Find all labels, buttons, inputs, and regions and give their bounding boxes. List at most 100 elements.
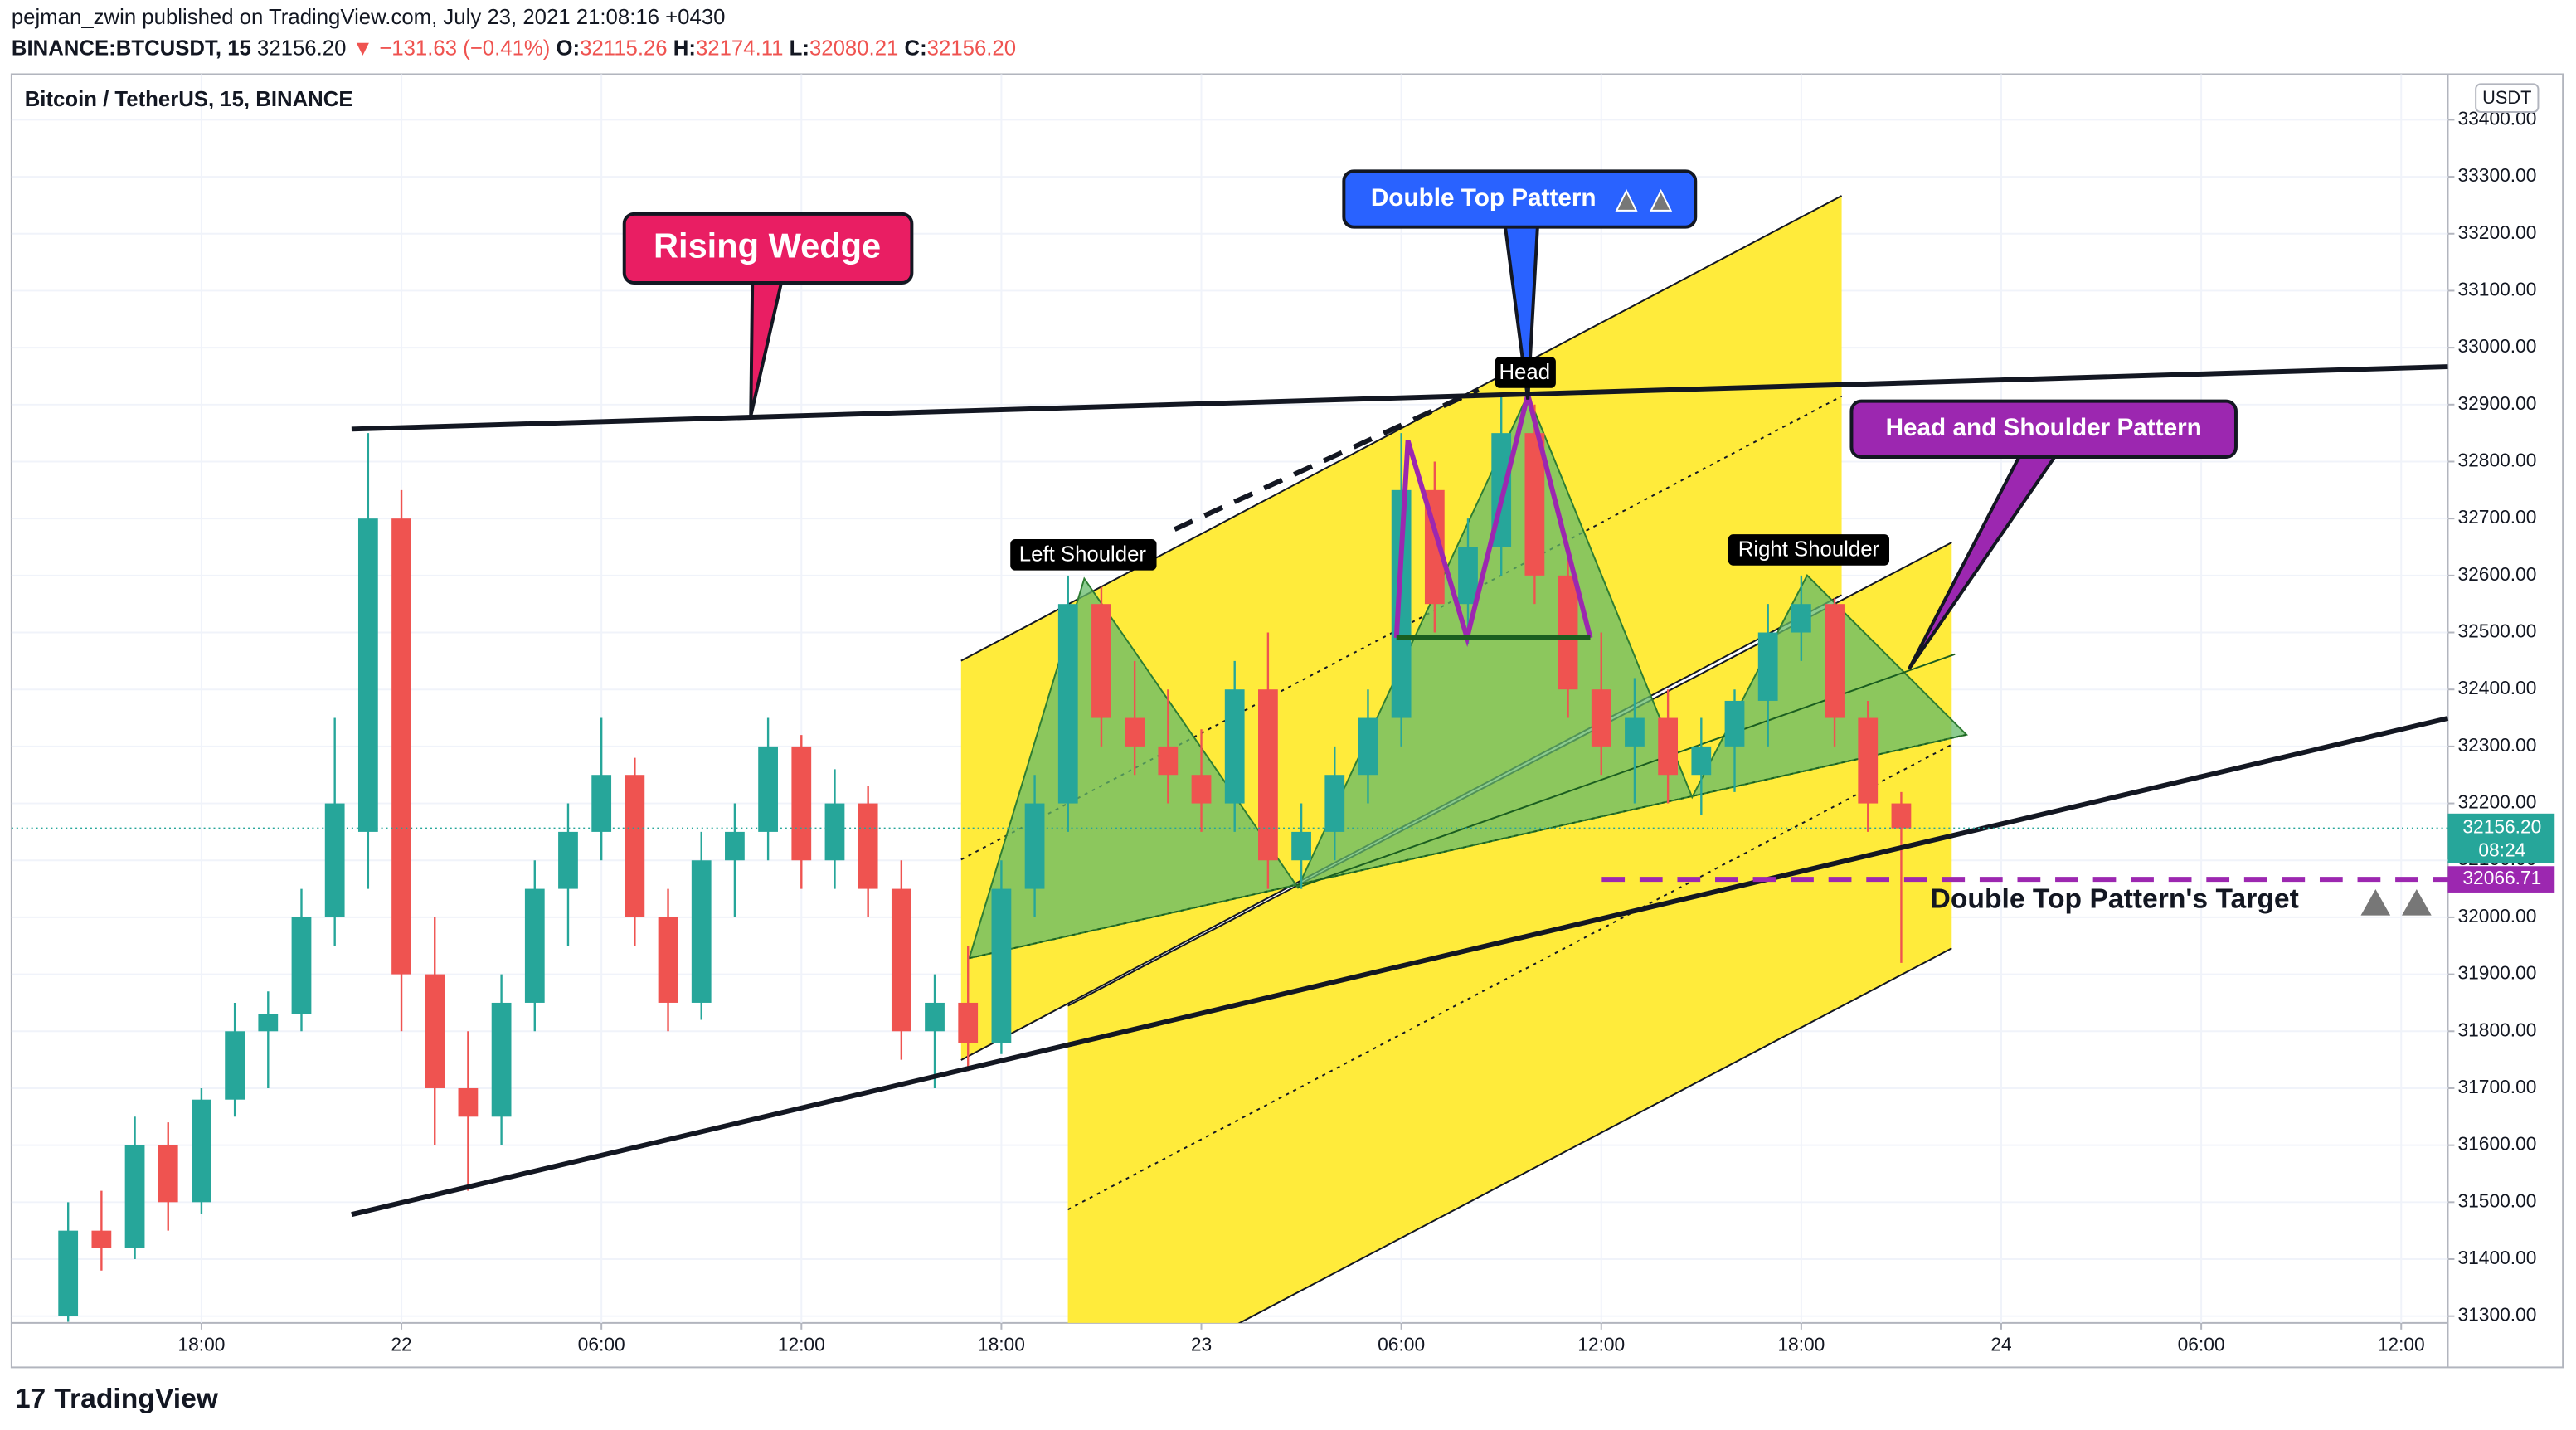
callout xyxy=(622,212,914,285)
candle-body xyxy=(1091,604,1111,718)
brand: TradingView xyxy=(54,1384,218,1414)
x-tick-label: 12:00 xyxy=(1577,1334,1625,1355)
close: 32156.20 xyxy=(927,37,1016,61)
y-tick-label: 32400.00 xyxy=(2457,677,2536,698)
y-tick-label: 33000.00 xyxy=(2457,335,2536,357)
candle-body xyxy=(1024,803,1045,889)
candle-body xyxy=(425,974,445,1088)
target-box xyxy=(2447,866,2555,893)
drawings-over: Rising Wedge Double Top Pattern Head and… xyxy=(351,169,2449,1218)
chart-title: Bitcoin / TetherUS, 15, BINANCE xyxy=(25,88,353,111)
y-tick-label: 32000.00 xyxy=(2457,905,2536,927)
low: 32080.21 xyxy=(809,37,898,61)
candle-body xyxy=(1258,689,1278,861)
candle-body xyxy=(991,888,1012,1043)
icon xyxy=(1650,188,1673,212)
label: Head xyxy=(1499,361,1550,384)
candles xyxy=(58,393,1912,1322)
candle-body xyxy=(1891,803,1912,829)
y-tick-label: 33100.00 xyxy=(2457,278,2536,299)
y-tick-label: 32700.00 xyxy=(2457,506,2536,528)
candle-body xyxy=(1591,689,1611,747)
target-text: Double Top Pattern's Target xyxy=(1931,884,2299,915)
wedge-bottom xyxy=(351,716,2449,1218)
x-tick-label: 24 xyxy=(1990,1334,2011,1355)
candle-body xyxy=(791,746,812,861)
y-tick-label: 32900.00 xyxy=(2457,392,2536,414)
change: ▼ −131.63 (−0.41%) xyxy=(352,37,551,61)
x-tick-label: 06:00 xyxy=(578,1334,625,1355)
x-tick-label: 12:00 xyxy=(778,1334,825,1355)
y-tick-label: 31700.00 xyxy=(2457,1076,2536,1097)
countdown: 08:24 xyxy=(2478,839,2525,860)
label: Right Shoulder xyxy=(1738,538,1880,562)
candle-body xyxy=(1757,632,1778,701)
candle-body xyxy=(1825,604,1845,718)
y-tick-label: 32300.00 xyxy=(2457,734,2536,756)
candle-body xyxy=(491,1002,512,1117)
candle-body xyxy=(58,1230,79,1316)
symbol-line: BINANCE:BTCUSDT, 15 32156.20 ▼ −131.63 (… xyxy=(12,37,1016,61)
candle-body xyxy=(124,1145,145,1248)
callout-text: Rising Wedge xyxy=(654,226,881,265)
candle-body xyxy=(691,860,712,1003)
high: 32174.11 xyxy=(696,37,784,61)
candle-body xyxy=(1625,717,1645,747)
h-label: H: xyxy=(673,37,696,61)
candle-body xyxy=(1724,700,1745,747)
label-box xyxy=(1495,357,1556,388)
open: 32115.26 xyxy=(580,37,668,61)
icon xyxy=(1615,188,1638,212)
x-tick-label: 06:00 xyxy=(1378,1334,1425,1355)
x-tick-label: 18:00 xyxy=(978,1334,1025,1355)
label: Left Shoulder xyxy=(1019,543,1147,567)
candle-body xyxy=(291,917,312,1014)
y-tick-label: 32800.00 xyxy=(2457,449,2536,470)
x-tick-label: 12:00 xyxy=(2378,1334,2425,1355)
candle-body xyxy=(192,1099,211,1203)
y-tick-label: 31800.00 xyxy=(2457,1019,2536,1040)
candle-body xyxy=(225,1031,245,1100)
price: 32156.20 xyxy=(257,37,346,61)
candle-body xyxy=(958,1002,979,1043)
candle-body xyxy=(1057,604,1078,804)
candle-body xyxy=(1658,717,1679,776)
candle-body xyxy=(1358,717,1378,776)
candle-body xyxy=(858,803,878,889)
candle-body xyxy=(1791,604,1811,633)
o-label: O: xyxy=(557,37,581,61)
brand-icon: 17 xyxy=(15,1384,46,1414)
target-label: 32066.71 xyxy=(2462,867,2541,888)
label-box xyxy=(1010,539,1157,571)
channel-edge xyxy=(960,195,1843,662)
candle-body xyxy=(1558,575,1578,690)
candle-body xyxy=(558,831,578,889)
candle-body xyxy=(591,775,612,832)
x-tick-label: 23 xyxy=(1191,1334,1212,1355)
candle-body xyxy=(258,1014,279,1032)
candle-body xyxy=(357,518,378,832)
currency-box xyxy=(2475,83,2540,114)
candle-body xyxy=(1291,831,1311,861)
y-tick-label: 32200.00 xyxy=(2457,791,2536,813)
c-label: C: xyxy=(905,37,927,61)
publisher-line: pejman_zwin published on TradingView.com… xyxy=(12,6,726,29)
icon xyxy=(2360,888,2391,916)
candle-body xyxy=(1858,717,1879,804)
x-tick-label: 22 xyxy=(391,1334,411,1355)
y-tick-label: 33200.00 xyxy=(2457,221,2536,243)
candle-body xyxy=(758,746,778,832)
y-tick-label: 33300.00 xyxy=(2457,164,2536,186)
candle-body xyxy=(925,1002,945,1032)
dashed-trend xyxy=(1174,387,1480,532)
candle-body xyxy=(458,1087,479,1117)
y-tick-label: 31900.00 xyxy=(2457,962,2536,984)
callout-text: Double Top Pattern xyxy=(1371,184,1597,212)
callout xyxy=(1849,399,2238,459)
y-tick-label: 31500.00 xyxy=(2457,1189,2536,1211)
label-box xyxy=(1728,534,1889,566)
candle-body xyxy=(1324,775,1345,832)
candle-body xyxy=(1524,433,1545,576)
head-shoulders-shape xyxy=(968,392,1969,960)
